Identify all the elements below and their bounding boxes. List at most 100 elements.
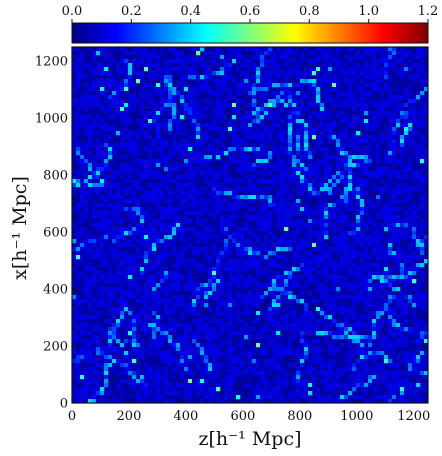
heatmap-cell (380, 131, 385, 136)
heatmap-cell (108, 335, 113, 340)
heatmap-cell (96, 51, 101, 56)
heatmap-cell (352, 247, 357, 252)
heatmap-cell (300, 275, 305, 280)
heatmap-cell (272, 283, 277, 288)
heatmap-cell (164, 127, 169, 132)
heatmap-cell (160, 215, 165, 220)
heatmap-cell (280, 171, 285, 176)
heatmap-cell (96, 215, 101, 220)
heatmap-cell (148, 55, 153, 60)
heatmap-cell (176, 339, 181, 344)
heatmap-cell (84, 247, 89, 252)
heatmap-cell (336, 179, 341, 184)
heatmap-cell (192, 263, 197, 268)
heatmap-cell (300, 179, 305, 184)
heatmap-cell (276, 191, 281, 196)
heatmap-cell (116, 111, 121, 116)
heatmap-cell (276, 203, 281, 208)
heatmap-cell (360, 231, 365, 236)
heatmap-cell (76, 75, 81, 80)
heatmap-cell (404, 259, 409, 264)
heatmap-cell (128, 267, 133, 272)
heatmap-cell (360, 139, 365, 144)
heatmap-cell (72, 207, 77, 212)
heatmap-cell (356, 83, 361, 88)
heatmap-cell (280, 139, 285, 144)
heatmap-cell (424, 227, 429, 232)
heatmap-cell (140, 79, 145, 84)
heatmap-cell (220, 87, 225, 92)
heatmap-cell (284, 291, 289, 296)
heatmap-cell (284, 131, 289, 136)
heatmap-cell (296, 255, 301, 260)
heatmap-cell (208, 231, 213, 236)
heatmap-cell (372, 327, 377, 332)
heatmap-cell (340, 323, 345, 328)
heatmap-cell (200, 139, 205, 144)
heatmap-cell (392, 267, 397, 272)
heatmap-cell (272, 359, 277, 364)
heatmap-cell (216, 251, 221, 256)
heatmap-cell (380, 187, 385, 192)
heatmap-cell (348, 179, 353, 184)
heatmap-cell (324, 91, 329, 96)
heatmap-cell (312, 211, 317, 216)
heatmap-cell (300, 107, 305, 112)
heatmap-cell (416, 159, 421, 164)
heatmap-cell (148, 327, 153, 332)
heatmap-cell (100, 75, 105, 80)
heatmap-cell (156, 111, 161, 116)
heatmap-cell (232, 195, 237, 200)
heatmap-cell (344, 115, 349, 120)
heatmap-cell (160, 343, 165, 348)
heatmap-cell (384, 83, 389, 88)
heatmap-cell (268, 303, 273, 308)
heatmap-cell (412, 115, 417, 120)
heatmap-cell (92, 359, 97, 364)
heatmap-cell (104, 159, 109, 164)
heatmap-cell (364, 159, 369, 164)
heatmap-cell (140, 51, 145, 56)
heatmap-cell (356, 335, 361, 340)
heatmap-cell (404, 255, 409, 260)
heatmap-cell (416, 371, 421, 376)
heatmap-cell (132, 79, 137, 84)
heatmap-cell (384, 151, 389, 156)
heatmap-cell (100, 219, 105, 224)
heatmap-cell (340, 307, 345, 312)
heatmap-cell (252, 231, 257, 236)
heatmap-cell (108, 59, 113, 64)
heatmap-cell (76, 79, 81, 84)
heatmap-cell (424, 223, 429, 228)
heatmap-cell (376, 299, 381, 304)
heatmap-cell (360, 263, 365, 268)
heatmap-cell (124, 363, 129, 368)
heatmap-cell (424, 303, 429, 308)
heatmap-cell (152, 219, 157, 224)
heatmap-cell (80, 191, 85, 196)
heatmap-cell (276, 307, 281, 312)
heatmap-cell (96, 223, 101, 228)
heatmap-cell (340, 131, 345, 136)
heatmap-cell (368, 299, 373, 304)
heatmap-cell (156, 327, 161, 332)
heatmap-cell (136, 211, 141, 216)
heatmap-cell (236, 115, 241, 120)
heatmap-cell (400, 331, 405, 336)
heatmap-cell (212, 351, 217, 356)
heatmap-cell (196, 379, 201, 384)
heatmap-cell (240, 71, 245, 76)
heatmap-cell (204, 327, 209, 332)
heatmap-cell (232, 267, 237, 272)
heatmap-cell (120, 363, 125, 368)
heatmap-cell (240, 279, 245, 284)
heatmap-cell (384, 359, 389, 364)
heatmap-cell (204, 171, 209, 176)
heatmap-cell (344, 143, 349, 148)
heatmap-cell (80, 339, 85, 344)
heatmap-cell (176, 111, 181, 116)
heatmap-cell (76, 211, 81, 216)
heatmap-cell (368, 67, 373, 72)
heatmap-cell (180, 175, 185, 180)
heatmap-cell (212, 335, 217, 340)
